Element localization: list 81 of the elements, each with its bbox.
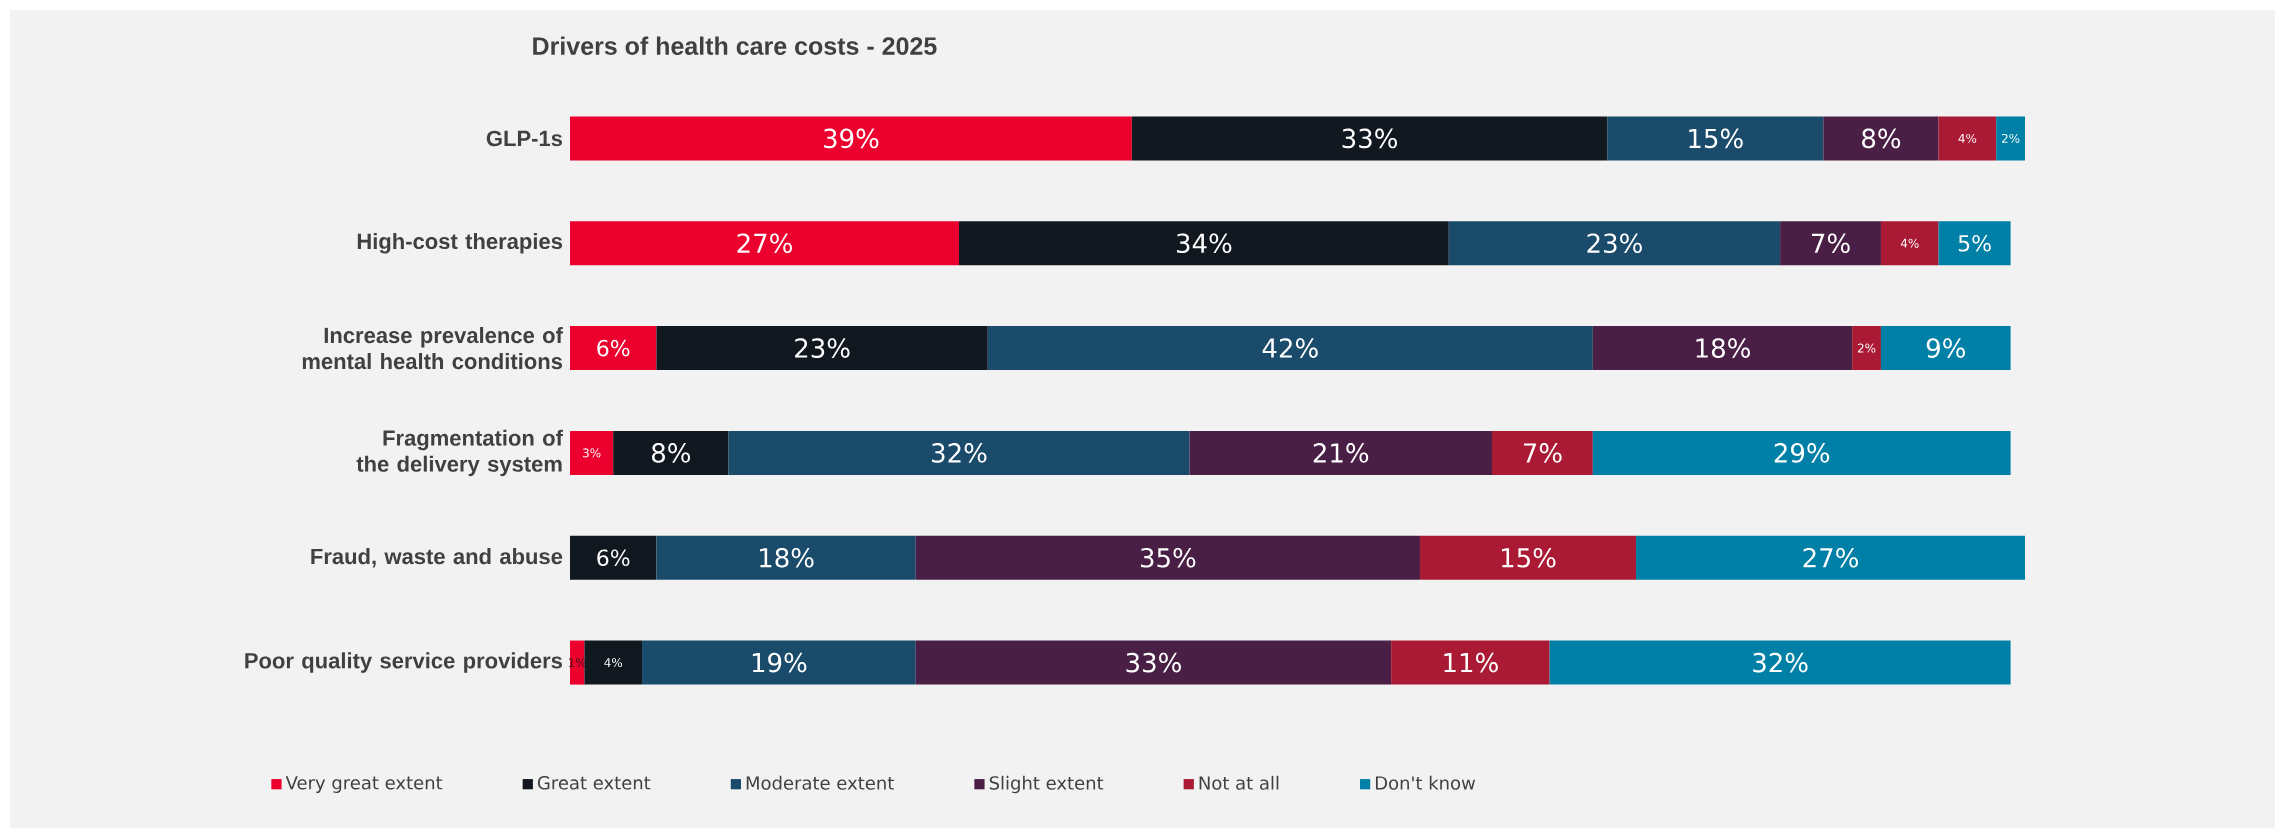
bar	[570, 535, 657, 580]
data-label: 19%	[752, 652, 807, 673]
chart-title: Drivers of health care costs - 2025	[533, 36, 937, 55]
bar	[656, 535, 916, 580]
y-tick-label: Poor quality service providers	[245, 652, 562, 673]
data-label: 7%	[1812, 233, 1850, 254]
legend-label: Moderate extent	[746, 775, 894, 790]
bar	[584, 640, 643, 685]
data-label: 33%	[1342, 128, 1397, 149]
bar	[1938, 221, 2011, 266]
bar	[1852, 326, 1881, 371]
data-label: 23%	[795, 338, 850, 358]
data-label: 6%	[597, 549, 630, 567]
bar	[1491, 430, 1593, 475]
y-tick-label: GLP-1s	[486, 130, 563, 147]
bar	[1448, 221, 1781, 266]
data-label: 34%	[1176, 233, 1232, 254]
y-tick-label: High-cost therapies	[357, 232, 563, 254]
bar	[1780, 221, 1881, 266]
bar	[915, 640, 1392, 685]
data-label: 4%	[1958, 133, 1977, 143]
bar	[1996, 116, 2026, 161]
data-label: 23%	[1587, 233, 1642, 254]
data-label: 32%	[1753, 652, 1808, 673]
legend-label: Not at all	[1199, 775, 1279, 790]
bar	[1549, 640, 2011, 685]
bar	[570, 221, 959, 266]
bar	[987, 326, 1593, 371]
data-label: 2%	[1857, 343, 1876, 353]
data-label: 4%	[604, 658, 623, 668]
bar	[958, 221, 1449, 266]
bar	[1880, 221, 1939, 266]
data-label: 7%	[1523, 443, 1562, 463]
bar	[570, 116, 1132, 161]
data-label: 35%	[1140, 547, 1196, 568]
data-label: 27%	[737, 233, 792, 254]
data-label: 8%	[651, 443, 691, 463]
bar	[1938, 116, 1997, 161]
bar	[1189, 430, 1492, 475]
data-label: 42%	[1262, 338, 1318, 358]
legend-label: Don't know	[1375, 775, 1476, 790]
data-label: 4%	[1900, 238, 1919, 248]
y-tick-label: Fragmentation of the delivery system	[356, 429, 563, 477]
data-label: 8%	[1862, 128, 1901, 149]
data-label: 33%	[1126, 652, 1181, 673]
data-label: 15%	[1501, 547, 1556, 568]
bar	[1592, 326, 1853, 371]
bar	[570, 326, 657, 371]
data-label: 6%	[597, 339, 630, 357]
bar	[1880, 326, 2011, 371]
data-label: 15%	[1689, 128, 1743, 149]
bar	[1607, 116, 1824, 161]
legend-label: Very great extent	[285, 776, 443, 793]
data-label: 29%	[1774, 443, 1830, 463]
bar	[1419, 535, 1637, 580]
data-label: 39%	[824, 128, 879, 149]
bar	[1131, 116, 1608, 161]
data-label: 3%	[583, 448, 601, 458]
bar	[1636, 535, 2026, 580]
y-tick-label: Fraud, waste and abuse	[311, 548, 563, 568]
data-label: 21%	[1313, 443, 1369, 463]
bar	[642, 640, 916, 685]
bar	[656, 326, 988, 371]
bar	[915, 535, 1420, 580]
data-label: 27%	[1803, 547, 1858, 568]
data-label: 5%	[1958, 234, 1991, 252]
bar	[613, 430, 729, 475]
y-tick-label: Increase prevalence of mental health conditions	[302, 327, 563, 370]
data-label: 32%	[932, 443, 987, 463]
data-label: 18%	[760, 547, 814, 568]
bar	[1592, 430, 2011, 475]
data-label: 11%	[1444, 652, 1498, 673]
legend-label: Slight extent	[989, 775, 1104, 794]
data-label: 18%	[1696, 338, 1750, 358]
bar	[1391, 640, 1550, 685]
data-label: 9%	[1926, 338, 1965, 358]
legend-label: Great extent	[537, 776, 651, 790]
bar	[728, 430, 1190, 475]
data-label: 2%	[2001, 133, 2020, 143]
bar	[1823, 116, 1939, 161]
bar	[570, 430, 614, 475]
